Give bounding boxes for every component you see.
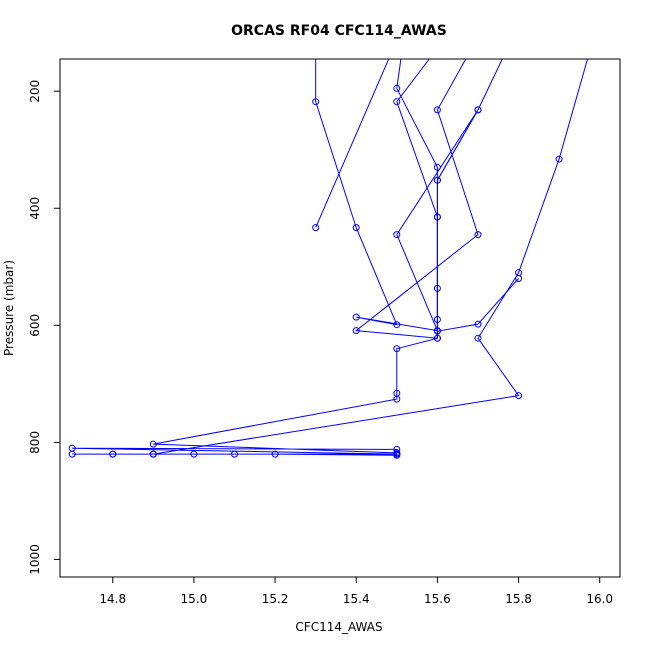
y-tick-label: 400	[28, 197, 42, 220]
series-line-4	[396, 59, 519, 332]
x-tick-label: 15.6	[424, 592, 451, 606]
data-point	[474, 231, 482, 239]
data-point	[433, 163, 441, 171]
data-point	[555, 155, 563, 163]
data-point	[433, 106, 441, 114]
data-point	[393, 98, 401, 106]
series-line-2	[354, 59, 479, 339]
data-point	[515, 392, 523, 400]
data-point	[393, 345, 401, 353]
data-point	[312, 224, 320, 232]
x-tick-label: 16.0	[586, 592, 613, 606]
data-point	[515, 275, 523, 282]
y-axis: 200 400 600 800 1000	[28, 80, 61, 575]
x-axis: 14.8 15.0 15.2 15.4 15.6 15.8 16.0	[99, 576, 613, 606]
data-point	[393, 84, 401, 92]
data-point	[352, 327, 360, 335]
data-point	[312, 98, 320, 106]
plot-frame	[59, 58, 621, 578]
y-tick-label: 200	[28, 80, 42, 103]
data-point	[231, 450, 238, 458]
x-tick-label: 15.0	[181, 592, 208, 606]
data-point	[149, 450, 157, 458]
chart-title: ORCAS RF04 CFC114_AWAS	[231, 23, 447, 39]
series-line-3	[315, 59, 390, 228]
x-tick-label: 15.4	[343, 592, 370, 606]
series-line-1	[72, 59, 588, 456]
data-point	[393, 395, 401, 403]
x-axis-label: CFC114_AWAS	[295, 620, 382, 634]
data-point	[352, 313, 360, 321]
data-point	[393, 450, 401, 458]
data-point	[109, 450, 117, 458]
data-point	[433, 334, 441, 342]
data-point	[433, 327, 441, 335]
data-point	[149, 440, 157, 448]
data-point	[474, 320, 482, 328]
data-point	[352, 224, 360, 232]
data-point	[474, 334, 482, 342]
x-tick-label: 14.8	[99, 592, 126, 606]
data-point	[393, 231, 401, 239]
y-axis-label: Pressure (mbar)	[2, 260, 16, 356]
y-tick-label: 600	[28, 314, 42, 337]
series-layer	[68, 59, 588, 459]
data-point	[474, 106, 482, 114]
data-point	[271, 450, 279, 458]
x-tick-label: 15.2	[262, 592, 289, 606]
x-tick-label: 15.8	[505, 592, 532, 606]
y-tick-label: 1000	[28, 544, 42, 575]
y-tick-label: 800	[28, 431, 42, 454]
series-line-5	[436, 59, 503, 181]
data-point	[393, 321, 401, 329]
data-point	[433, 176, 441, 184]
data-point	[68, 450, 76, 458]
data-point	[190, 450, 198, 458]
